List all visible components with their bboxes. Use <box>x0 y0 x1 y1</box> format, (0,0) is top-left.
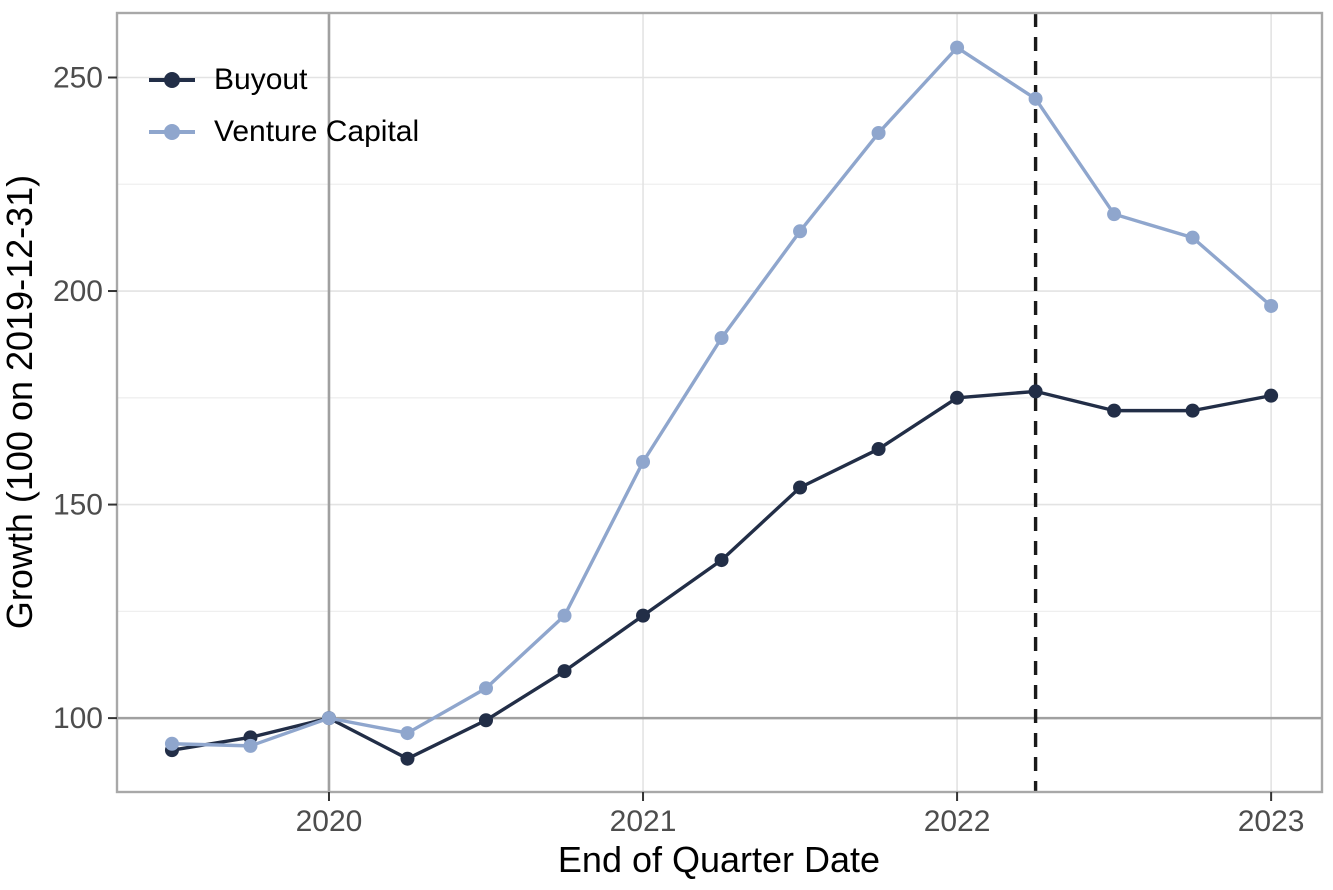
data-point-venture-capital <box>871 126 886 141</box>
y-tick-label: 150 <box>53 489 103 522</box>
y-tick-label: 100 <box>53 702 103 735</box>
x-axis-title: End of Quarter Date <box>558 839 880 880</box>
legend-label-buyout: Buyout <box>214 63 308 96</box>
y-tick-label: 250 <box>53 61 103 94</box>
data-point-buyout <box>714 553 729 568</box>
series-line-venture-capital <box>171 45 1273 748</box>
y-axis-title: Growth (100 on 2019-12-31) <box>0 175 40 629</box>
data-point-venture-capital <box>950 40 965 55</box>
legend-item-venture-capital: Venture Capital <box>148 114 419 150</box>
data-point-buyout <box>636 608 651 623</box>
x-tick-label: 2020 <box>296 805 363 838</box>
data-point-venture-capital <box>793 224 808 239</box>
data-point-venture-capital <box>1107 207 1122 222</box>
legend-item-buyout: Buyout <box>148 62 419 98</box>
data-point-buyout <box>793 480 808 495</box>
chart-legend: Buyout Venture Capital <box>148 62 419 150</box>
legend-label-venture-capital: Venture Capital <box>214 115 420 148</box>
data-point-buyout <box>400 751 415 766</box>
data-point-venture-capital <box>164 736 179 751</box>
panel-border <box>115 11 1324 794</box>
x-tick-label: 2021 <box>610 805 677 838</box>
series-line-buyout <box>171 389 1272 761</box>
data-point-buyout <box>950 390 965 405</box>
x-tick-label: 2023 <box>1238 805 1305 838</box>
data-point-venture-capital <box>479 681 494 696</box>
data-point-venture-capital <box>714 331 729 346</box>
data-point-venture-capital <box>321 711 336 726</box>
data-point-venture-capital <box>557 608 572 623</box>
venture-capital-line-marker-icon <box>149 124 195 140</box>
data-point-venture-capital <box>1185 230 1200 245</box>
y-tick-label: 200 <box>53 275 103 308</box>
data-point-venture-capital <box>400 726 415 741</box>
data-point-buyout <box>1185 403 1200 418</box>
data-point-buyout <box>479 713 494 728</box>
buyout-line-marker-icon <box>149 72 195 88</box>
data-point-buyout <box>871 442 886 457</box>
data-point-venture-capital <box>636 454 651 469</box>
data-point-venture-capital <box>1028 91 1043 106</box>
data-point-buyout <box>1264 388 1279 403</box>
data-point-venture-capital <box>243 738 258 753</box>
data-point-buyout <box>557 664 572 679</box>
data-point-buyout <box>1107 403 1122 418</box>
data-point-venture-capital <box>1264 298 1279 313</box>
data-point-buyout <box>1028 384 1043 399</box>
x-tick-label: 2022 <box>924 805 991 838</box>
